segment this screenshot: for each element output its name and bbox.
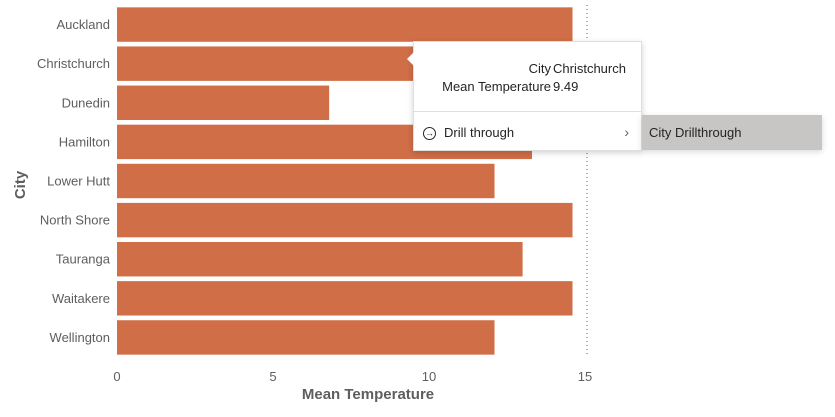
- tooltip-arrow: [407, 52, 414, 66]
- city-drillthrough-menu-item[interactable]: City Drillthrough: [642, 115, 822, 150]
- tooltip: City Christchurch Mean Temperature 9.49 …: [407, 41, 642, 151]
- drill-through-label: Drill through: [444, 125, 515, 140]
- tooltip-value: Christchurch: [553, 61, 626, 76]
- city-drillthrough-label: City Drillthrough: [649, 125, 742, 140]
- tooltip-value: 9.49: [553, 79, 579, 94]
- tooltip-row-city: City Christchurch: [414, 60, 641, 78]
- category-label: Tauranga: [56, 252, 111, 267]
- category-label: North Shore: [40, 213, 110, 228]
- category-label: Waitakere: [52, 291, 110, 306]
- category-labels: Auckland Christchurch Dunedin Hamilton Lower…: [37, 17, 111, 345]
- bar-lower-hutt[interactable]: [117, 163, 495, 199]
- tooltip-key: City: [528, 61, 551, 76]
- x-tick-label: 15: [578, 369, 592, 384]
- y-axis-title: City: [12, 170, 29, 199]
- bar-wellington[interactable]: [117, 320, 495, 355]
- x-tick-label: 5: [269, 369, 276, 384]
- category-label: Wellington: [50, 330, 110, 345]
- x-tick-label: 10: [422, 369, 436, 384]
- bar-north-shore[interactable]: [117, 202, 573, 238]
- category-label: Christchurch: [37, 56, 110, 71]
- arrow-circle-icon: →: [423, 127, 436, 140]
- tooltip-key: Mean Temperature: [442, 79, 551, 94]
- x-axis-title: Mean Temperature: [302, 386, 434, 403]
- bar-christchurch[interactable]: [117, 46, 414, 81]
- x-tick-label: 0: [113, 369, 120, 384]
- tooltip-divider: [414, 111, 641, 112]
- category-label: Lower Hutt: [47, 174, 110, 189]
- tooltip-row-mean-temperature: Mean Temperature 9.49: [414, 78, 641, 96]
- bar-auckland[interactable]: [117, 7, 573, 42]
- category-label: Auckland: [57, 17, 110, 32]
- bar-tauranga[interactable]: [117, 242, 523, 277]
- bar-waitakere[interactable]: [117, 281, 573, 316]
- category-label: Dunedin: [62, 95, 110, 110]
- x-tick-labels: 0 5 10 15: [113, 369, 592, 384]
- drill-through-menu-item[interactable]: → Drill through ›: [414, 121, 641, 147]
- category-label: Hamilton: [59, 134, 110, 149]
- bar-dunedin[interactable]: [117, 85, 330, 120]
- chevron-right-icon: ›: [624, 124, 629, 140]
